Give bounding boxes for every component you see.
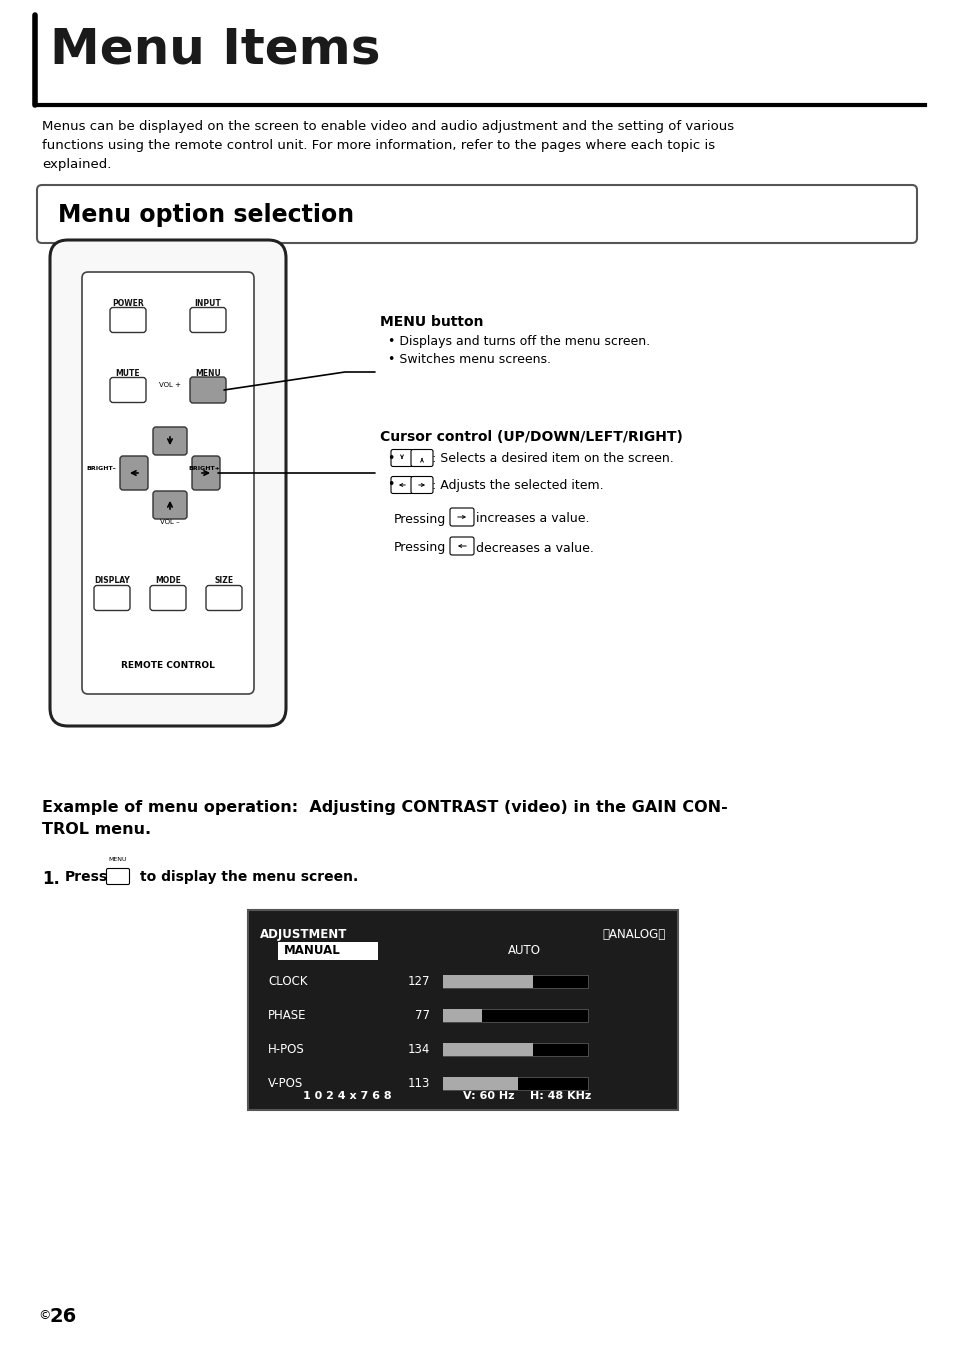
Text: MENU: MENU: [109, 857, 127, 862]
FancyBboxPatch shape: [391, 450, 413, 466]
Text: ©: ©: [38, 1309, 51, 1323]
FancyBboxPatch shape: [150, 585, 186, 611]
FancyBboxPatch shape: [50, 240, 286, 725]
Text: decreases a value.: decreases a value.: [476, 542, 594, 554]
Bar: [442, 1043, 533, 1056]
FancyBboxPatch shape: [411, 477, 433, 493]
FancyBboxPatch shape: [37, 185, 916, 243]
FancyBboxPatch shape: [411, 450, 433, 466]
FancyBboxPatch shape: [82, 272, 253, 694]
FancyBboxPatch shape: [450, 536, 474, 555]
Text: Pressing: Pressing: [394, 542, 446, 554]
Text: 127: 127: [407, 975, 430, 988]
Text: 26: 26: [50, 1306, 77, 1325]
Text: Press: Press: [65, 870, 108, 884]
Bar: [442, 975, 587, 988]
Text: VOL –: VOL –: [160, 519, 179, 526]
Text: MODE: MODE: [155, 576, 181, 585]
FancyBboxPatch shape: [152, 490, 187, 519]
Bar: [442, 1077, 517, 1090]
Text: Pressing: Pressing: [394, 512, 446, 526]
Text: PHASE: PHASE: [268, 1009, 306, 1021]
FancyBboxPatch shape: [206, 585, 242, 611]
Text: POWER: POWER: [112, 299, 144, 308]
Text: BRIGHT+: BRIGHT+: [188, 466, 219, 471]
Text: increases a value.: increases a value.: [476, 512, 589, 526]
Text: •: •: [388, 451, 399, 465]
FancyBboxPatch shape: [94, 585, 130, 611]
Text: Menu Items: Menu Items: [50, 26, 380, 73]
Text: 〈ANALOG〉: 〈ANALOG〉: [602, 928, 665, 942]
FancyBboxPatch shape: [152, 427, 187, 455]
FancyBboxPatch shape: [192, 457, 220, 490]
Text: •: •: [388, 478, 399, 492]
Text: BRIGHT–: BRIGHT–: [86, 466, 115, 471]
FancyBboxPatch shape: [28, 9, 927, 108]
Text: to display the menu screen.: to display the menu screen.: [140, 870, 358, 884]
Text: CLOCK: CLOCK: [268, 975, 307, 988]
FancyBboxPatch shape: [110, 308, 146, 332]
Text: DISPLAY: DISPLAY: [94, 576, 130, 585]
Text: AUTO: AUTO: [507, 944, 540, 958]
Bar: [442, 975, 533, 988]
Text: ADJUSTMENT: ADJUSTMENT: [260, 928, 347, 942]
Text: MANUAL: MANUAL: [284, 944, 340, 958]
FancyBboxPatch shape: [110, 377, 146, 403]
FancyBboxPatch shape: [450, 508, 474, 526]
Text: TROL menu.: TROL menu.: [42, 821, 151, 838]
Text: : Adjusts the selected item.: : Adjusts the selected item.: [432, 478, 603, 492]
FancyBboxPatch shape: [190, 308, 226, 332]
FancyBboxPatch shape: [391, 477, 413, 493]
Text: Menu option selection: Menu option selection: [58, 203, 354, 227]
Text: Example of menu operation:  Adjusting CONTRAST (video) in the GAIN CON-: Example of menu operation: Adjusting CON…: [42, 800, 727, 815]
Text: 113: 113: [407, 1077, 430, 1090]
Text: 134: 134: [407, 1043, 430, 1056]
Text: MENU button: MENU button: [379, 315, 483, 330]
Text: VOL +: VOL +: [159, 382, 181, 388]
FancyBboxPatch shape: [107, 869, 130, 885]
Text: MUTE: MUTE: [115, 369, 140, 378]
Text: INPUT: INPUT: [194, 299, 221, 308]
Bar: [442, 1077, 587, 1090]
Bar: [248, 911, 678, 1111]
Text: Menus can be displayed on the screen to enable video and audio adjustment and th: Menus can be displayed on the screen to …: [42, 120, 734, 172]
Text: • Displays and turns off the menu screen.: • Displays and turns off the menu screen…: [388, 335, 649, 349]
Text: MENU: MENU: [195, 369, 221, 378]
Text: 77: 77: [415, 1009, 430, 1021]
Text: REMOTE CONTROL: REMOTE CONTROL: [121, 662, 214, 670]
Bar: [277, 942, 377, 961]
Bar: [442, 1043, 587, 1056]
Bar: [442, 1009, 481, 1021]
Text: V-POS: V-POS: [268, 1077, 303, 1090]
FancyBboxPatch shape: [120, 457, 148, 490]
Text: V: 60 Hz    H: 48 KHz: V: 60 Hz H: 48 KHz: [462, 1092, 591, 1101]
FancyBboxPatch shape: [190, 377, 226, 403]
Text: : Selects a desired item on the screen.: : Selects a desired item on the screen.: [432, 451, 673, 465]
Text: • Switches menu screens.: • Switches menu screens.: [388, 353, 551, 366]
Text: 1 0 2 4 x 7 6 8: 1 0 2 4 x 7 6 8: [303, 1092, 392, 1101]
Text: Cursor control (UP/DOWN/LEFT/RIGHT): Cursor control (UP/DOWN/LEFT/RIGHT): [379, 430, 682, 444]
Bar: [442, 1009, 587, 1021]
Text: 1.: 1.: [42, 870, 60, 888]
Text: H-POS: H-POS: [268, 1043, 304, 1056]
Text: SIZE: SIZE: [214, 576, 233, 585]
